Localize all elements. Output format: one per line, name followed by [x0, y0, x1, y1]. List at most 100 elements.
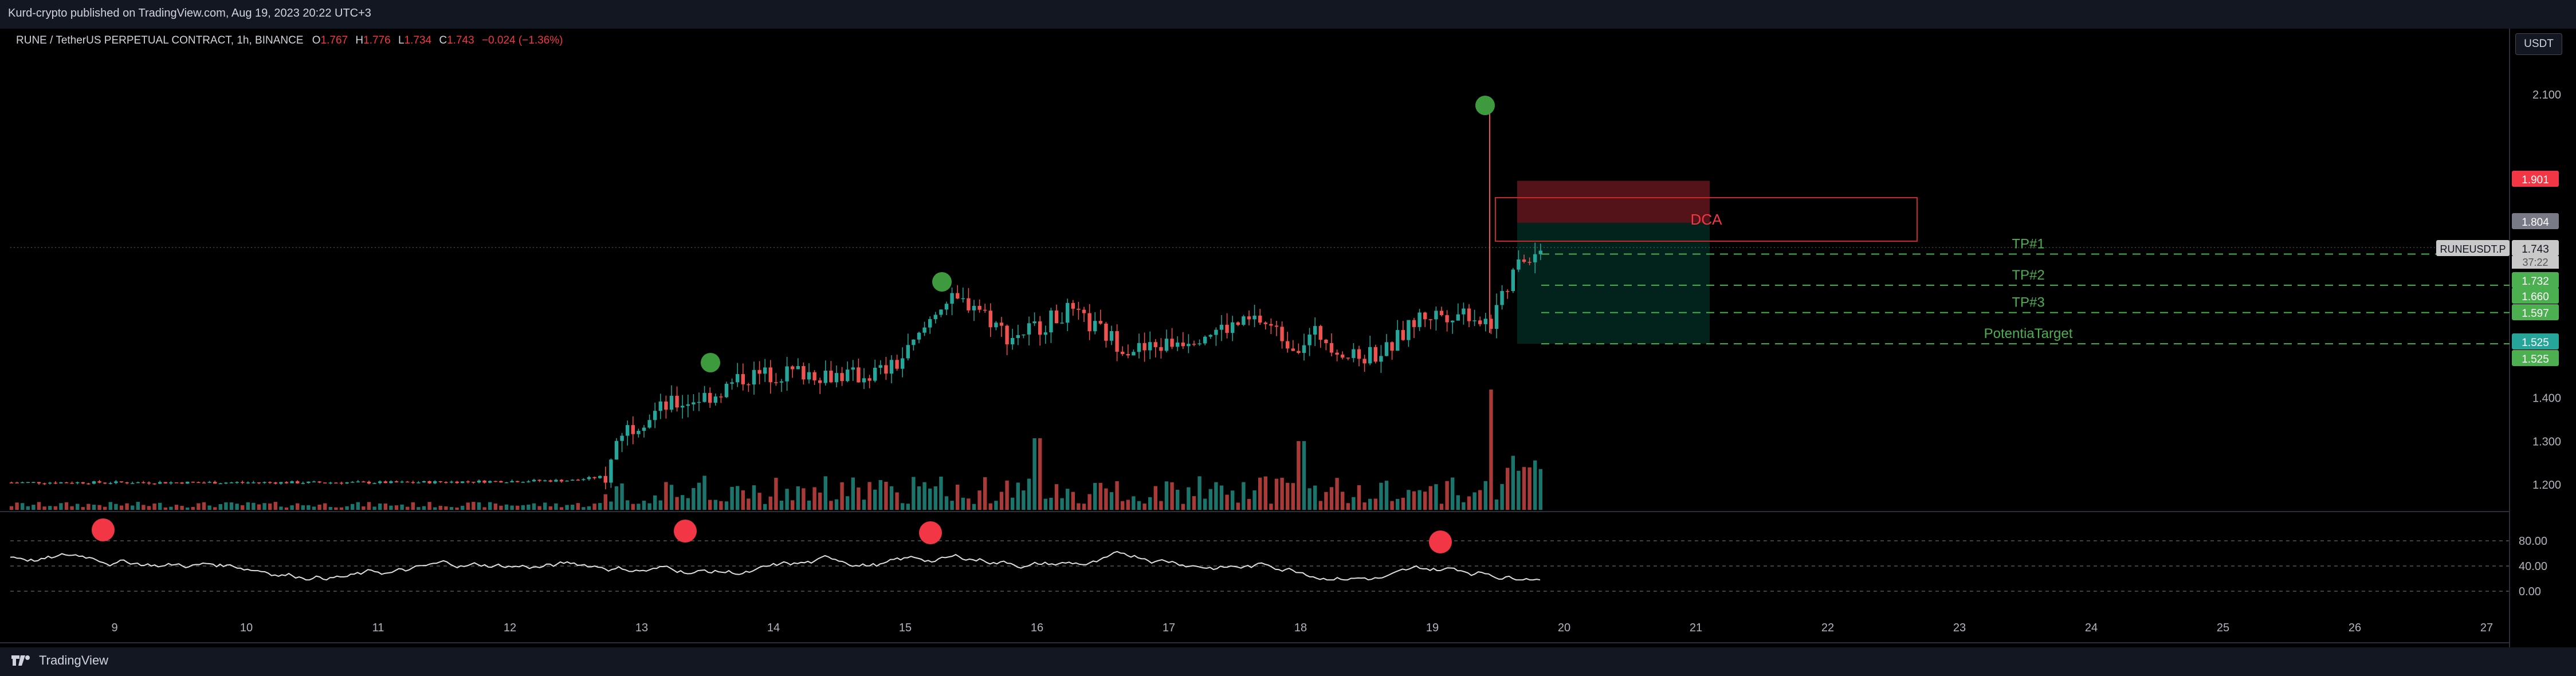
chart-canvas[interactable]: DCA TP#1 TP#2 TP#3 PotentiaTarget 2.100 1.40… [0, 29, 2576, 647]
dca-zone[interactable] [1517, 180, 1710, 223]
candle-body [669, 395, 674, 410]
volume-bar [1329, 487, 1334, 510]
price-tick: 2.100 [2532, 89, 2561, 101]
candle-body [901, 358, 905, 369]
candle-body [1164, 339, 1169, 351]
volume-bar [901, 503, 905, 510]
volume-bar [273, 502, 277, 510]
symbol-name[interactable]: RUNE / TetherUS PERPETUAL CONTRACT, 1h, … [16, 34, 304, 46]
candle-body [372, 483, 376, 484]
candle-body [493, 481, 497, 482]
candle-body [1456, 314, 1460, 321]
volume-bar [1176, 489, 1180, 510]
volume-bar [664, 482, 668, 510]
sell-signal-dot[interactable] [919, 521, 942, 544]
candle-body [1318, 326, 1322, 340]
volume-bar [70, 506, 74, 510]
candle-body [504, 482, 509, 484]
candle-body [994, 323, 998, 328]
candle-body [521, 482, 525, 483]
candle-body [70, 482, 74, 484]
volume-bar [1153, 486, 1157, 510]
volume-bar [571, 505, 575, 510]
volume-bar [708, 500, 712, 510]
volume-bar [125, 503, 129, 510]
candle-body [928, 319, 932, 328]
volume-bar [719, 501, 723, 510]
volume-bar [180, 506, 184, 510]
volume-bar [736, 486, 740, 510]
volume-bar [9, 506, 14, 510]
symbol-tag-box[interactable] [2436, 240, 2510, 256]
volume-bar [692, 488, 696, 510]
volume-bar [999, 492, 1004, 510]
candle-body [702, 392, 706, 402]
price-label-box [2512, 213, 2559, 229]
volume-bar [1302, 441, 1306, 510]
time-tick: 17 [1163, 622, 1175, 634]
volume-bar [1412, 491, 1416, 510]
volume-bar [241, 505, 245, 510]
candle-body [131, 483, 135, 484]
candle-body [1043, 332, 1047, 335]
price-label-text: 1.804 [2522, 217, 2549, 229]
volume-bar [1192, 496, 1196, 510]
buy-signal-dot[interactable] [701, 353, 720, 372]
candle-body [1121, 351, 1125, 355]
symbol-legend[interactable]: RUNE / TetherUS PERPETUAL CONTRACT, 1h, … [16, 34, 563, 47]
volume-bar [334, 507, 338, 510]
currency-button[interactable]: USDT [2515, 33, 2562, 55]
candle-body [224, 482, 228, 484]
candle-body [1038, 321, 1042, 335]
tradingview-logo[interactable]: TradingView [10, 653, 108, 668]
candle-body [548, 480, 552, 482]
volume-bar [1451, 477, 1455, 510]
candle-body [1472, 320, 1477, 321]
candle-body [389, 481, 393, 484]
sell-signal-dot[interactable] [674, 520, 697, 543]
buy-signal-dot[interactable] [1475, 96, 1495, 115]
dca-box[interactable] [1495, 197, 1918, 242]
candle-body [257, 482, 261, 484]
candle-body [1087, 313, 1091, 332]
volume-bar [48, 506, 52, 510]
candle-body [1066, 302, 1070, 323]
candle-body [378, 481, 382, 484]
candle-body [1132, 352, 1136, 356]
sell-signal-dot[interactable] [1429, 530, 1452, 553]
volume-bar [1506, 467, 1510, 510]
volume-bar [42, 506, 46, 510]
volume-bar [1368, 498, 1372, 510]
candle-body [614, 441, 619, 460]
volume-bar [961, 497, 965, 510]
volume-bar [884, 482, 888, 510]
candle-body [802, 366, 806, 380]
volume-bar [983, 477, 987, 510]
candle-body [1346, 357, 1350, 359]
candle-body [1324, 340, 1328, 343]
tradingview-brand: TradingView [39, 653, 109, 667]
volume-bar [142, 505, 146, 510]
candle-body [1467, 308, 1471, 321]
buy-signal-dot[interactable] [932, 272, 952, 292]
candle-body [1187, 344, 1191, 347]
volume-bar [1407, 490, 1411, 510]
volume-bar [229, 502, 234, 510]
candle-body [840, 373, 844, 382]
candle-body [207, 482, 211, 483]
entry-zone[interactable] [1517, 222, 1710, 344]
volume-bar [1286, 482, 1290, 510]
sell-signal-dot[interactable] [92, 518, 115, 541]
volume-bar [169, 506, 173, 510]
volume-bar [323, 503, 327, 510]
candle-body [411, 482, 415, 484]
time-tick: 9 [111, 622, 117, 634]
volume-bar [1027, 478, 1031, 510]
volume-bar [411, 502, 415, 510]
price-label-text: 1.525 [2522, 337, 2549, 349]
volume-bar [163, 507, 167, 510]
volume-bar [328, 506, 332, 510]
volume-bar [1038, 438, 1042, 510]
candle-body [279, 482, 283, 484]
volume-bar [1098, 482, 1102, 510]
